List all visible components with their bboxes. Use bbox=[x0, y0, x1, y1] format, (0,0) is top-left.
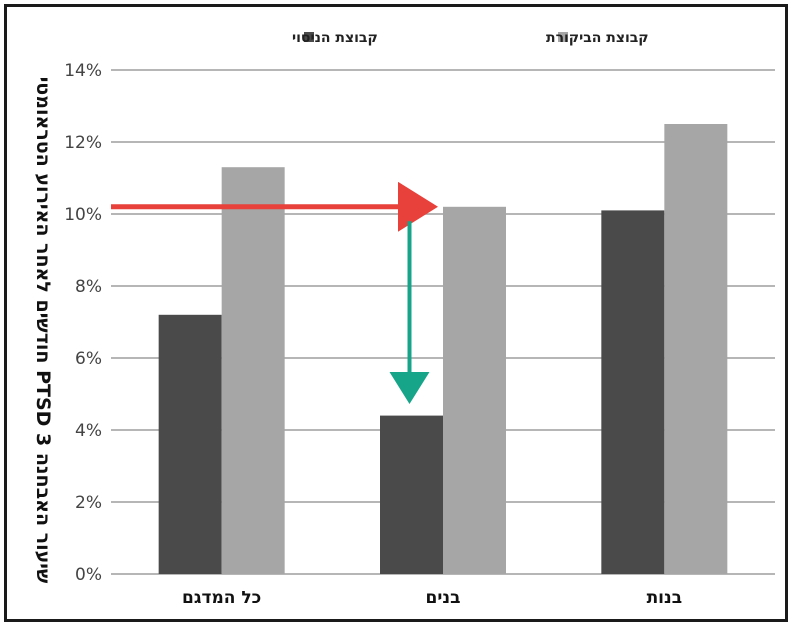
legend-swatch bbox=[304, 32, 314, 42]
y-tick-label: 12% bbox=[64, 133, 102, 153]
chart-frame: 0% 2% 4% 6% 8% 10% 12% 14% כל המדגם בנים בנות קבו… bbox=[4, 4, 788, 622]
y-tick-label: 6% bbox=[75, 349, 102, 369]
legend-swatch bbox=[558, 32, 568, 42]
bar-chart: 0% 2% 4% 6% 8% 10% 12% 14% כל המדגם בנים בנות קבו… bbox=[32, 30, 775, 608]
y-tick-label: 8% bbox=[75, 277, 102, 297]
legend: קבוצת הניסוי קבוצת הביקורת bbox=[292, 30, 649, 46]
y-tick-label: 10% bbox=[64, 205, 102, 225]
bar bbox=[664, 124, 728, 574]
x-tick-label: בנים bbox=[426, 588, 461, 608]
annotations bbox=[111, 181, 438, 404]
bar bbox=[380, 415, 443, 574]
bar bbox=[221, 167, 285, 574]
y-tick-label: 4% bbox=[75, 421, 102, 441]
legend-label: קבוצת הניסוי bbox=[292, 30, 378, 46]
y-tick-label: 2% bbox=[75, 493, 102, 513]
x-tick-label: כל המדגם bbox=[182, 588, 261, 608]
bar bbox=[601, 210, 665, 574]
bar bbox=[158, 314, 222, 574]
y-tick-label: 0% bbox=[75, 565, 102, 585]
y-axis-label: שיעור האבחנה PTSD 3 חודשים לאחר האירוע ה… bbox=[32, 77, 54, 584]
legend-label: קבוצת הביקורת bbox=[546, 30, 649, 46]
x-axis-labels: כל המדגם בנים בנות bbox=[182, 588, 682, 608]
y-tick-label: 14% bbox=[64, 61, 102, 81]
bars bbox=[158, 124, 728, 575]
x-tick-label: בנות bbox=[647, 588, 683, 608]
bar bbox=[443, 206, 506, 575]
y-axis-ticks: 0% 2% 4% 6% 8% 10% 12% 14% bbox=[64, 61, 102, 585]
